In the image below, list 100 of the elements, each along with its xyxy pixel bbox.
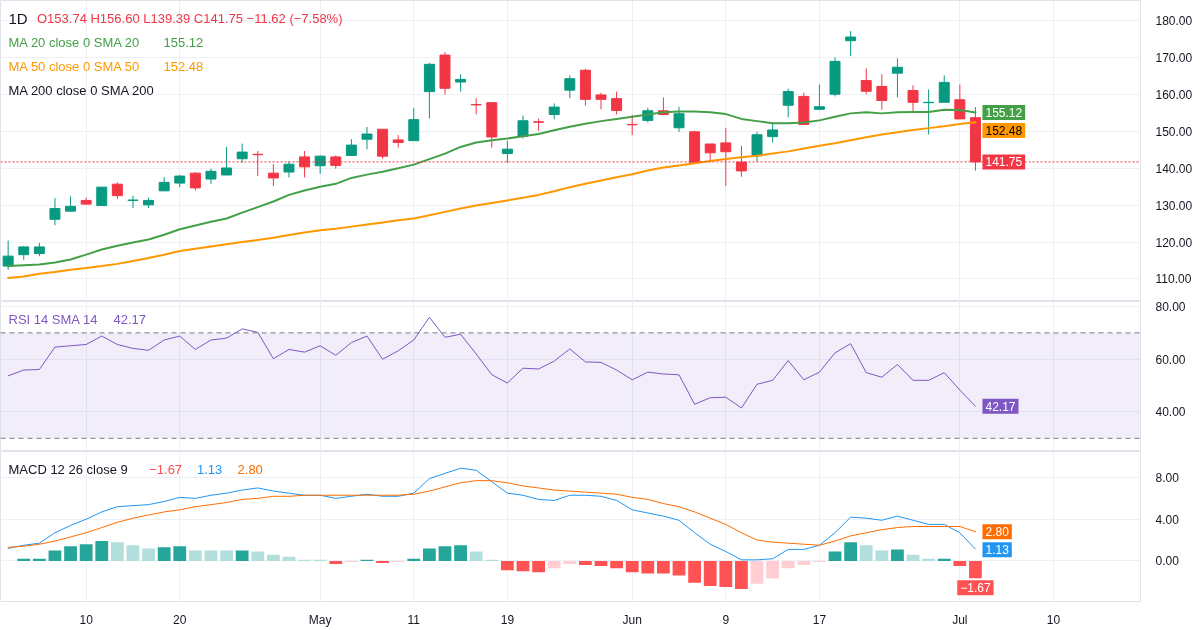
candlestick bbox=[2, 240, 14, 271]
candlestick bbox=[501, 140, 513, 164]
data-label: −1.67 bbox=[960, 581, 991, 596]
candlestick bbox=[907, 84, 919, 113]
y-tick-label: 140.00 bbox=[1155, 161, 1193, 176]
x-tick-label: 9 bbox=[722, 612, 730, 627]
series-label: RSI 14 SMA 14 bbox=[8, 312, 98, 327]
data-label: 152.48 bbox=[985, 124, 1023, 139]
bar bbox=[32, 558, 46, 561]
x-tick-label: Jul bbox=[952, 612, 968, 627]
bar bbox=[516, 560, 530, 572]
bar bbox=[48, 550, 62, 561]
bar bbox=[735, 560, 748, 589]
bar bbox=[501, 560, 514, 571]
bar bbox=[235, 550, 249, 561]
bar bbox=[657, 560, 670, 574]
bar bbox=[173, 546, 187, 561]
candlestick bbox=[954, 84, 966, 120]
candlestick bbox=[221, 146, 233, 176]
text: 1D bbox=[8, 10, 28, 27]
bar bbox=[79, 544, 93, 561]
bar bbox=[766, 560, 780, 579]
bar bbox=[532, 560, 545, 573]
bar bbox=[797, 560, 811, 566]
candlestick bbox=[611, 91, 623, 115]
bar bbox=[329, 560, 343, 564]
bar bbox=[579, 560, 592, 566]
data-label: 42.17 bbox=[985, 399, 1016, 414]
text: 1.13 bbox=[196, 462, 223, 477]
x-tick-label: 10 bbox=[79, 612, 94, 627]
candlestick bbox=[49, 197, 61, 226]
bar bbox=[188, 550, 202, 561]
text: 152.48 bbox=[163, 59, 204, 74]
bar bbox=[547, 560, 561, 569]
candlestick bbox=[127, 195, 139, 209]
y-tick-label: 80.00 bbox=[1155, 300, 1186, 315]
bar bbox=[719, 560, 733, 587]
candlestick bbox=[813, 84, 825, 110]
data-label: 1.13 bbox=[985, 543, 1010, 558]
y-tick-label: 130.00 bbox=[1155, 198, 1193, 213]
line-series bbox=[7, 316, 976, 409]
y-tick-label: 0.00 bbox=[1155, 554, 1180, 569]
bar bbox=[157, 547, 171, 561]
bar bbox=[750, 560, 764, 584]
y-tick-label: 180.00 bbox=[1155, 14, 1193, 29]
y-tick-label: 60.00 bbox=[1155, 352, 1186, 367]
data-label: 155.12 bbox=[985, 106, 1023, 121]
bar bbox=[891, 549, 904, 561]
bar bbox=[110, 542, 124, 561]
y-tick-label: 8.00 bbox=[1155, 471, 1180, 486]
y-tick-label: 150.00 bbox=[1155, 124, 1193, 139]
candlestick bbox=[751, 131, 763, 163]
x-tick-label: Jun bbox=[622, 612, 642, 627]
text: −1.67 bbox=[149, 462, 183, 477]
y-tick-label: 4.00 bbox=[1155, 512, 1180, 527]
bar bbox=[469, 551, 483, 561]
bar bbox=[641, 560, 655, 574]
y-tick-label: 170.00 bbox=[1155, 51, 1193, 66]
x-tick-label: May bbox=[308, 612, 332, 627]
text: MA 20 close 0 SMA 20 bbox=[8, 35, 140, 50]
bar bbox=[126, 545, 140, 561]
bar bbox=[376, 560, 389, 563]
bar bbox=[844, 542, 858, 561]
candlestick bbox=[361, 126, 373, 150]
bar bbox=[438, 546, 452, 561]
bar bbox=[454, 545, 467, 561]
text: MACD 12 26 close 9 bbox=[8, 462, 128, 477]
candlestick bbox=[189, 171, 201, 191]
candlestick bbox=[517, 115, 529, 139]
candlestick bbox=[891, 57, 903, 98]
bar bbox=[922, 558, 936, 561]
bar bbox=[64, 546, 77, 561]
bar bbox=[142, 548, 155, 561]
text: MA 50 close 0 SMA 50 bbox=[8, 59, 140, 74]
bar bbox=[220, 550, 233, 561]
y-tick-label: 160.00 bbox=[1155, 88, 1193, 103]
line-series bbox=[7, 480, 976, 548]
x-tick-label: 11 bbox=[407, 612, 421, 627]
candlestick bbox=[845, 30, 857, 57]
bar bbox=[625, 560, 639, 573]
bar bbox=[953, 560, 967, 567]
candlestick bbox=[860, 67, 872, 95]
line-series bbox=[7, 467, 976, 561]
bar bbox=[906, 554, 920, 561]
candlestick bbox=[595, 92, 607, 110]
x-tick-label: 10 bbox=[1046, 612, 1061, 627]
bar bbox=[204, 550, 218, 561]
y-tick-label: 120.00 bbox=[1155, 235, 1193, 250]
x-tick-label: 19 bbox=[500, 612, 515, 627]
x-tick-label: 17 bbox=[812, 612, 827, 627]
bar bbox=[422, 548, 436, 561]
bar bbox=[688, 560, 702, 583]
bar bbox=[703, 560, 717, 586]
bar bbox=[875, 550, 889, 561]
y-tick-label: 40.00 bbox=[1155, 405, 1186, 420]
x-tick-label: 20 bbox=[173, 612, 187, 627]
candlestick bbox=[96, 186, 108, 207]
text: 2.80 bbox=[237, 462, 263, 477]
bar bbox=[563, 560, 577, 564]
candlestick bbox=[408, 107, 420, 142]
